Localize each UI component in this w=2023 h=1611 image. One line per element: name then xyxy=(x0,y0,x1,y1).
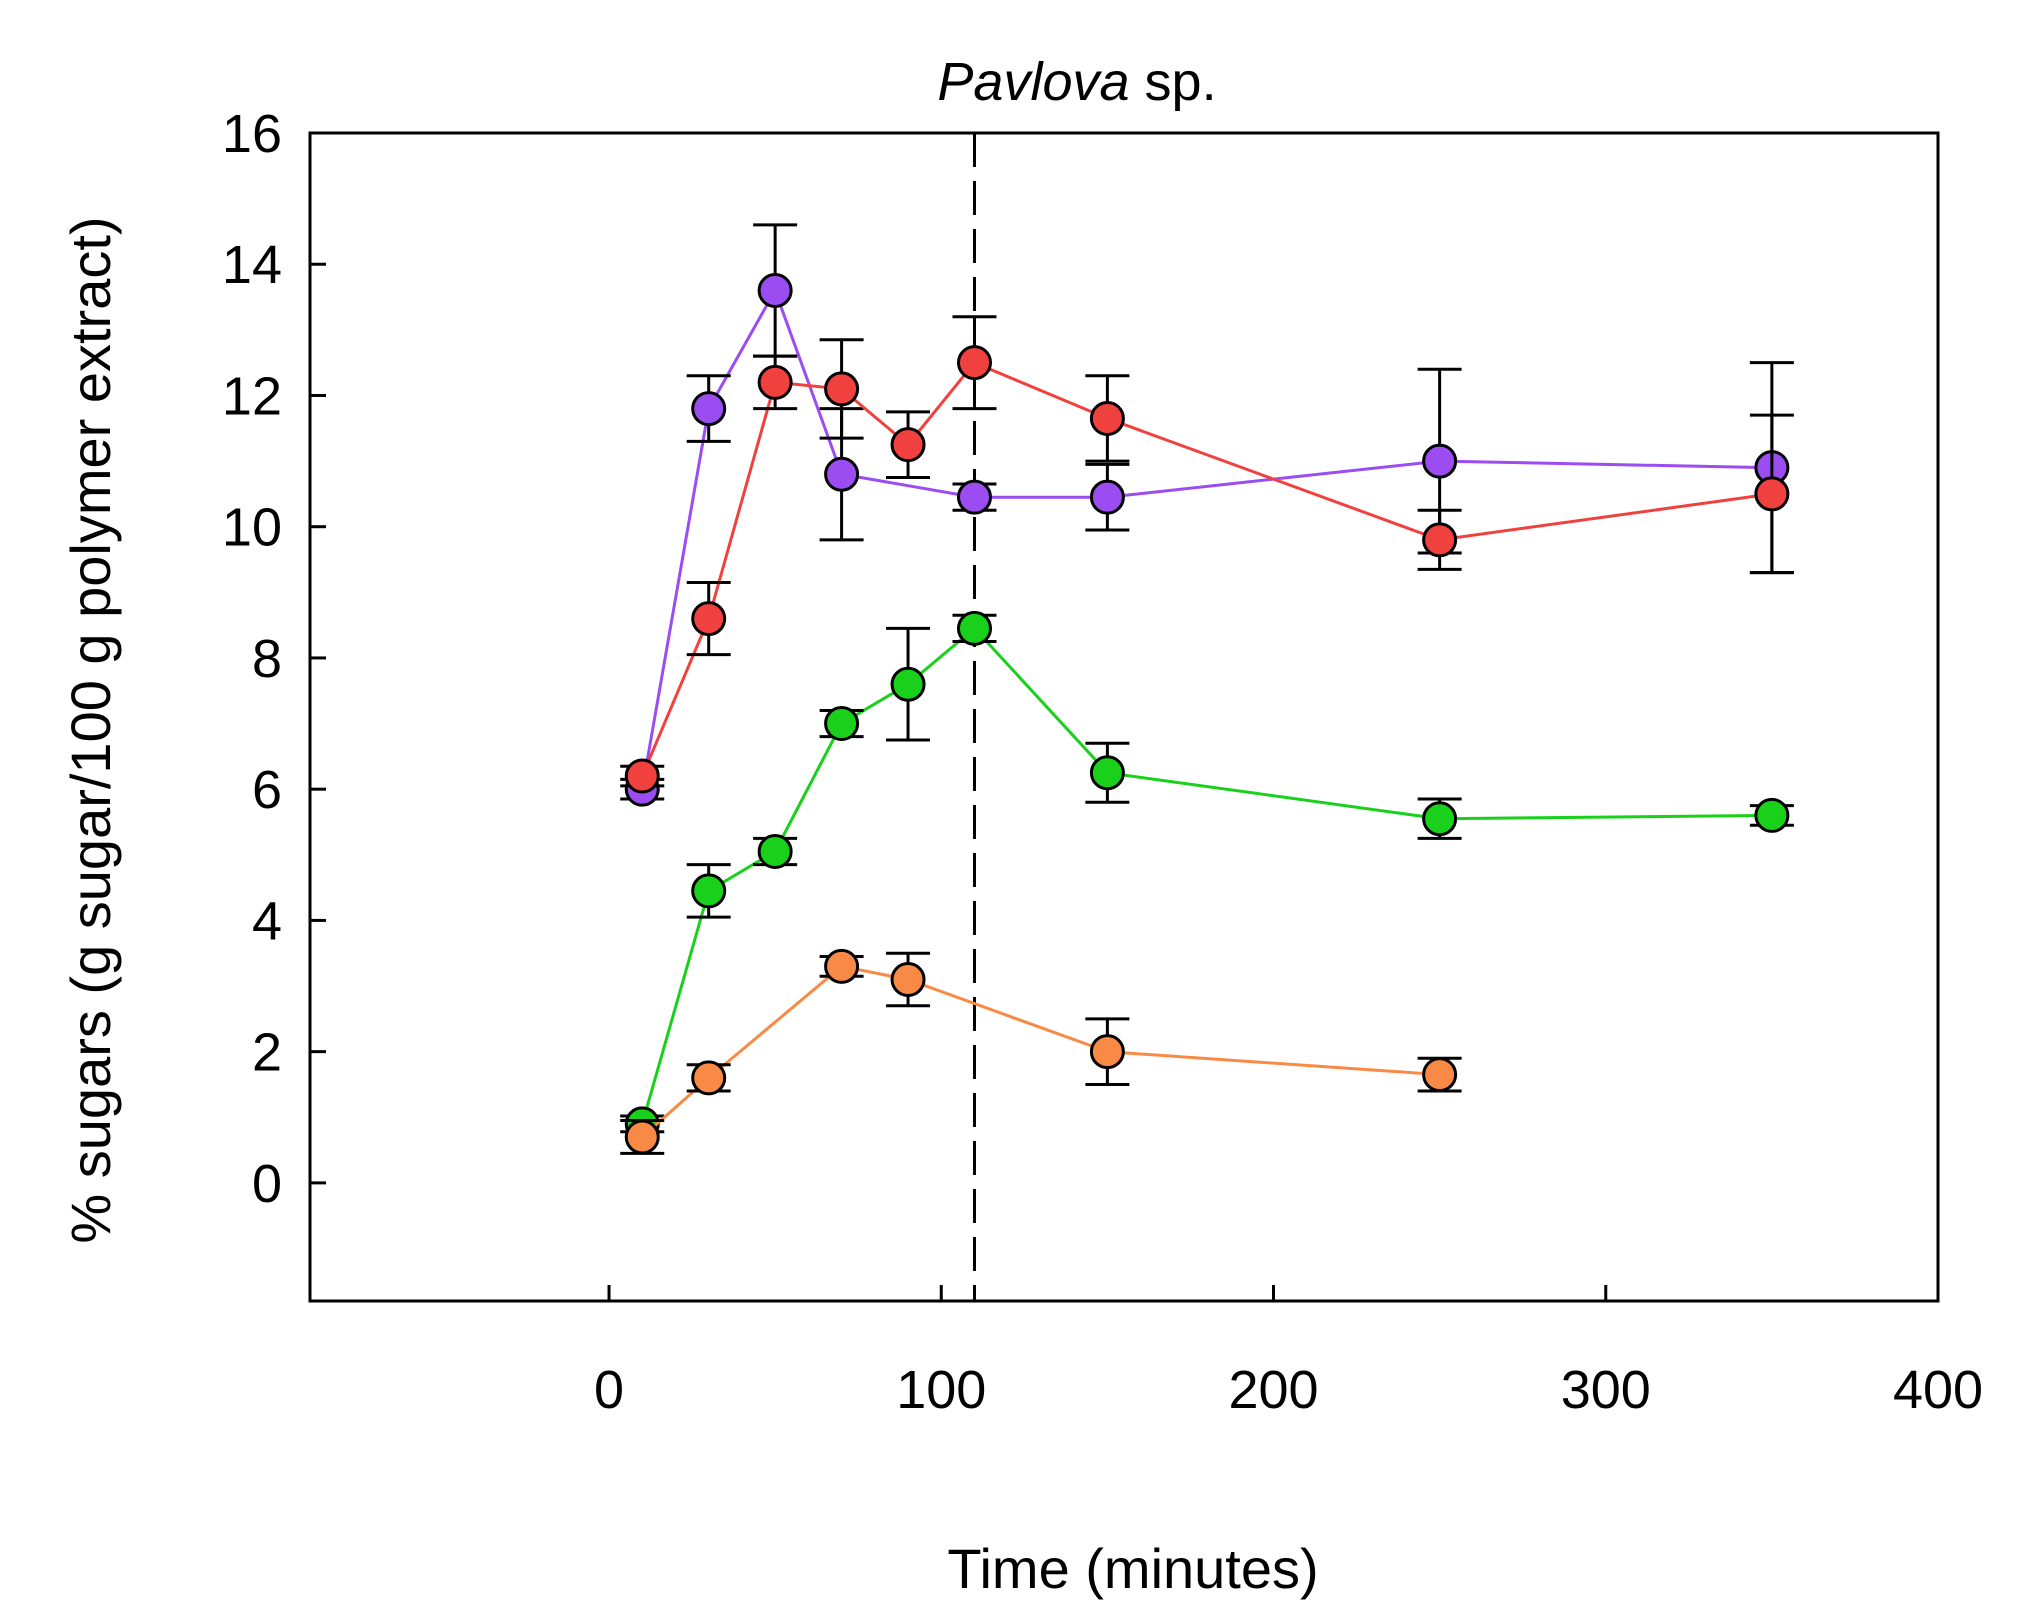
data-point xyxy=(624,758,660,794)
data-point xyxy=(890,427,926,463)
data-point xyxy=(624,1119,660,1155)
data-point xyxy=(757,834,793,870)
series-line xyxy=(640,626,1772,1125)
data-point xyxy=(1422,522,1458,558)
data-point xyxy=(691,1060,727,1096)
ticks-layer: 0 2 4 6 8 10 12 14 16 0 100 200 300 400 xyxy=(222,104,1983,1420)
data-point xyxy=(1089,400,1125,436)
x-tick-label: 0 xyxy=(594,1360,624,1420)
data-point xyxy=(1089,479,1125,515)
data-point xyxy=(956,610,992,646)
y-tick-label: 4 xyxy=(252,891,282,951)
y-tick-label: 10 xyxy=(222,498,282,558)
y-tick-label: 16 xyxy=(222,104,282,164)
data-point xyxy=(1089,1034,1125,1070)
data-point xyxy=(1422,443,1458,479)
data-point xyxy=(824,456,860,492)
x-tick-label: 100 xyxy=(896,1360,986,1420)
y-tick-label: 0 xyxy=(252,1154,282,1214)
x-tick-label: 300 xyxy=(1561,1360,1651,1420)
data-point xyxy=(890,961,926,997)
y-tick-label: 12 xyxy=(222,366,282,426)
data-point xyxy=(1754,476,1790,512)
data-point xyxy=(1422,801,1458,837)
series-line xyxy=(640,286,1772,790)
y-tick-label: 8 xyxy=(252,629,282,689)
data-point xyxy=(691,601,727,637)
data-point xyxy=(691,391,727,427)
plot-frame xyxy=(308,131,1940,1303)
data-point xyxy=(691,873,727,909)
chart-title-italic: Pavlova xyxy=(937,52,1129,112)
data-point xyxy=(1089,755,1125,791)
data-point xyxy=(757,364,793,400)
series-line xyxy=(640,360,1773,777)
y-tick-label: 14 xyxy=(222,235,282,295)
data-point xyxy=(824,371,860,407)
data-point xyxy=(1754,797,1790,833)
series-line xyxy=(641,964,1440,1139)
chart-title-rest: sp. xyxy=(1130,52,1217,112)
y-tick-label: 6 xyxy=(252,760,282,820)
x-tick-label: 400 xyxy=(1893,1360,1983,1420)
series-layer xyxy=(620,223,1794,1155)
data-point xyxy=(757,272,793,308)
series-group xyxy=(620,948,1462,1155)
data-point xyxy=(956,345,992,381)
series-group xyxy=(620,610,1794,1142)
chart-title: Pavlova sp. xyxy=(937,52,1216,112)
y-axis-label: % sugars (g sugar/100 g polymer extract) xyxy=(59,216,122,1243)
y-tick-label: 2 xyxy=(252,1023,282,1083)
data-point xyxy=(1422,1057,1458,1093)
data-point xyxy=(824,706,860,742)
x-tick-label: 200 xyxy=(1228,1360,1318,1420)
series-group xyxy=(620,315,1794,794)
data-point xyxy=(956,479,992,515)
x-axis-label: Time (minutes) xyxy=(947,1537,1318,1600)
data-point xyxy=(890,666,926,702)
data-point xyxy=(824,948,860,984)
